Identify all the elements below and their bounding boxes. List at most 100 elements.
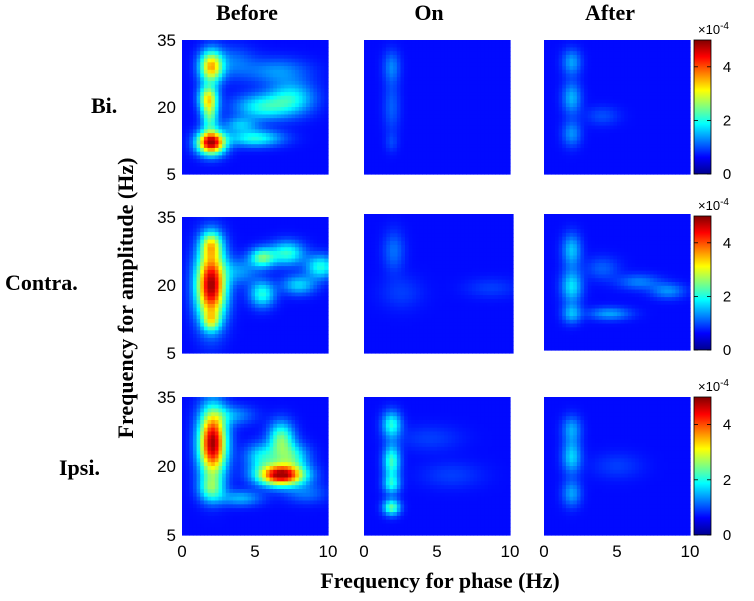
- heatmap-cell: [451, 84, 456, 89]
- heatmap-cell: [265, 54, 271, 60]
- heatmap-cell: [620, 133, 625, 138]
- heatmap-cell: [418, 107, 423, 112]
- heatmap-cell: [287, 162, 293, 168]
- heatmap-cell: [484, 84, 489, 89]
- heatmap-cell: [229, 337, 234, 343]
- heatmap-cell: [466, 140, 471, 145]
- heatmap-cell: [393, 77, 398, 82]
- heatmap-cell: [200, 54, 205, 60]
- heatmap-cell: [638, 43, 644, 49]
- heatmap-cell: [218, 80, 223, 86]
- heatmap-cell: [484, 144, 489, 149]
- heatmap-cell: [200, 300, 205, 305]
- heatmap-cell: [262, 125, 267, 130]
- heatmap-cell: [189, 162, 194, 168]
- heatmap-cell: [233, 66, 238, 71]
- heatmap-cell: [569, 162, 574, 168]
- heatmap-cell: [562, 66, 567, 71]
- heatmap-cell: [433, 159, 438, 164]
- heatmap-cell: [185, 269, 190, 275]
- heatmap-cell: [240, 43, 245, 49]
- heatmap-cell: [313, 118, 318, 123]
- heatmap-cell: [477, 166, 482, 171]
- heatmap-cell: [444, 73, 449, 78]
- heatmap-cell: [287, 125, 293, 130]
- heatmap-cell: [192, 166, 198, 171]
- heatmap-cell: [671, 129, 676, 134]
- heatmap-cell: [317, 166, 322, 171]
- heatmap-cell: [617, 43, 622, 49]
- heatmap-cell: [225, 40, 231, 45]
- heatmap-cell: [437, 58, 442, 63]
- heatmap-cell: [506, 144, 511, 149]
- heatmap-cell: [447, 51, 453, 56]
- heatmap-cell: [469, 144, 475, 149]
- heatmap-cell: [229, 129, 234, 134]
- heatmap-cell: [462, 144, 467, 149]
- heatmap-cell: [426, 66, 431, 71]
- heatmap-cell: [638, 129, 644, 134]
- heatmap-cell: [244, 224, 249, 229]
- heatmap-cell: [598, 129, 603, 134]
- heatmap-cell: [385, 47, 391, 52]
- heatmap-cell: [374, 155, 380, 160]
- heatmap-cell: [407, 62, 413, 67]
- heatmap-cell: [320, 103, 325, 108]
- heatmap-cell: [554, 51, 560, 56]
- heatmap-cell: [313, 88, 318, 93]
- heatmap-cell: [240, 349, 245, 354]
- heatmap-cell: [207, 155, 212, 160]
- heatmap-cell: [668, 129, 673, 134]
- heatmap-cell: [617, 110, 622, 116]
- heatmap-cell: [393, 107, 398, 112]
- heatmap-cell: [466, 125, 471, 130]
- heatmap-cell: [211, 285, 216, 290]
- heatmap-cell: [214, 77, 220, 82]
- heatmap-cell: [558, 121, 563, 127]
- heatmap-cell: [192, 99, 198, 104]
- heatmap-cell: [613, 114, 618, 119]
- heatmap-cell: [686, 114, 691, 119]
- heatmap-cell: [192, 269, 198, 275]
- heatmap-cell: [262, 95, 267, 101]
- heatmap-cell: [576, 107, 582, 112]
- heatmap-cell: [502, 136, 507, 142]
- heatmap-cell: [444, 107, 449, 112]
- heatmap-cell: [324, 43, 329, 49]
- heatmap-cell: [229, 220, 234, 226]
- heatmap-cell: [551, 103, 556, 108]
- heatmap-cell: [211, 330, 216, 335]
- heatmap-cell: [458, 54, 464, 60]
- heatmap-cell: [400, 140, 405, 145]
- heatmap-cell: [265, 147, 271, 153]
- heatmap-cell: [244, 235, 249, 241]
- heatmap-cell: [646, 166, 651, 171]
- heatmap-cell: [580, 129, 585, 134]
- heatmap-cell: [418, 92, 423, 97]
- heatmap-cell: [404, 170, 409, 175]
- heatmap-cell: [214, 84, 220, 89]
- heatmap-cell: [211, 217, 216, 222]
- heatmap-cell: [642, 66, 647, 71]
- heatmap-cell: [558, 40, 563, 45]
- heatmap-cell: [635, 66, 640, 71]
- heatmap-cell: [617, 166, 622, 171]
- heatmap-cell: [298, 136, 304, 142]
- heatmap-cell: [447, 107, 453, 112]
- heatmap-cell: [484, 47, 489, 52]
- heatmap-cell: [675, 69, 680, 75]
- heatmap-cell: [602, 118, 607, 123]
- heatmap-cell: [447, 151, 453, 156]
- heatmap-cell: [664, 69, 669, 75]
- heatmap-cell: [214, 133, 220, 138]
- heatmap-cell: [580, 107, 585, 112]
- heatmap-cell: [385, 140, 391, 145]
- heatmap-cell: [214, 269, 220, 275]
- heatmap-cell: [426, 107, 431, 112]
- heatmap-cell: [306, 58, 311, 63]
- heatmap-cell: [393, 73, 398, 78]
- heatmap-cell: [613, 147, 618, 153]
- heatmap-cell: [302, 99, 307, 104]
- heatmap-cell: [469, 95, 475, 101]
- heatmap-cell: [309, 155, 314, 160]
